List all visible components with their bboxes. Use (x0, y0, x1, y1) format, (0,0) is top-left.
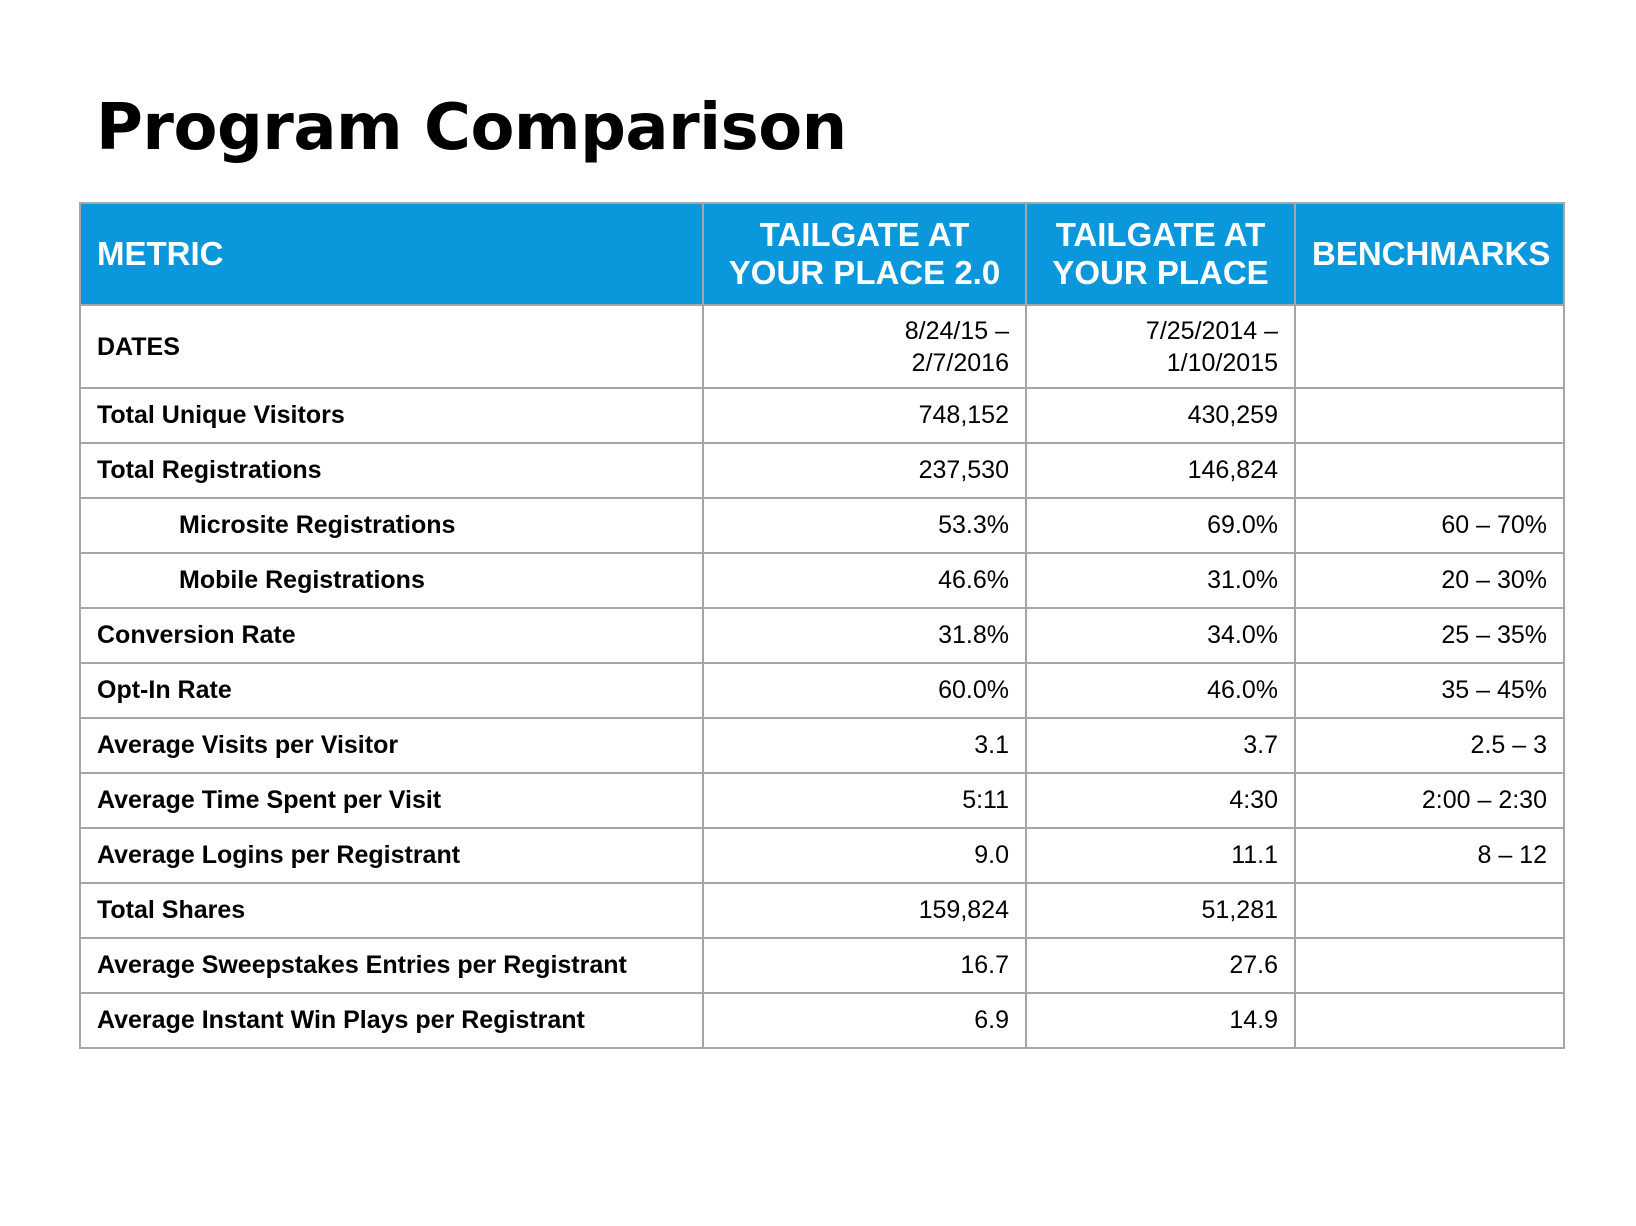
tailgate-2-cell: 8/24/15 – 2/7/2016 (702, 304, 1027, 389)
metric-cell: Microsite Registrations (79, 497, 704, 554)
column-header-metric: METRIC (79, 202, 704, 306)
benchmark-cell: 60 – 70% (1294, 497, 1565, 554)
metric-cell: Average Visits per Visitor (79, 717, 704, 774)
metric-cell: DATES (79, 304, 704, 389)
benchmark-cell: 20 – 30% (1294, 552, 1565, 609)
benchmark-cell: 2:00 – 2:30 (1294, 772, 1565, 829)
program-comparison-table: METRIC TAILGATE AT YOUR PLACE 2.0 TAILGA… (79, 202, 1565, 1049)
benchmark-cell: 8 – 12 (1294, 827, 1565, 884)
program-comparison-table-container: METRIC TAILGATE AT YOUR PLACE 2.0 TAILGA… (79, 202, 1565, 1049)
column-header-benchmarks: BENCHMARKS (1294, 202, 1565, 306)
tailgate-2-cell: 748,152 (702, 387, 1027, 444)
table-row: Average Logins per Registrant 9.0 11.1 8… (79, 827, 1565, 884)
metric-cell: Average Instant Win Plays per Registrant (79, 992, 704, 1049)
tailgate-cell: 46.0% (1025, 662, 1296, 719)
table-row-dates: DATES 8/24/15 – 2/7/2016 7/25/2014 – 1/1… (79, 304, 1565, 389)
table-row: Average Instant Win Plays per Registrant… (79, 992, 1565, 1049)
tailgate-cell: 34.0% (1025, 607, 1296, 664)
tailgate-cell: 430,259 (1025, 387, 1296, 444)
benchmark-cell (1294, 882, 1565, 939)
tailgate-2-cell: 5:11 (702, 772, 1027, 829)
table-row: Total Unique Visitors 748,152 430,259 (79, 387, 1565, 444)
benchmark-cell: 35 – 45% (1294, 662, 1565, 719)
benchmark-cell (1294, 992, 1565, 1049)
tailgate-cell: 31.0% (1025, 552, 1296, 609)
tailgate-cell: 11.1 (1025, 827, 1296, 884)
tailgate-2-cell: 16.7 (702, 937, 1027, 994)
table-row: Opt-In Rate 60.0% 46.0% 35 – 45% (79, 662, 1565, 719)
tailgate-2-cell: 46.6% (702, 552, 1027, 609)
tailgate-2-cell: 237,530 (702, 442, 1027, 499)
tailgate-cell: 27.6 (1025, 937, 1296, 994)
benchmark-cell: 2.5 – 3 (1294, 717, 1565, 774)
tailgate-cell: 14.9 (1025, 992, 1296, 1049)
tailgate-cell: 4:30 (1025, 772, 1296, 829)
table-row: Total Registrations 237,530 146,824 (79, 442, 1565, 499)
column-header-tailgate: TAILGATE AT YOUR PLACE (1025, 202, 1296, 306)
table-row: Total Shares 159,824 51,281 (79, 882, 1565, 939)
metric-cell: Mobile Registrations (79, 552, 704, 609)
table-row: Mobile Registrations 46.6% 31.0% 20 – 30… (79, 552, 1565, 609)
metric-cell: Average Logins per Registrant (79, 827, 704, 884)
metric-cell: Conversion Rate (79, 607, 704, 664)
tailgate-cell: 146,824 (1025, 442, 1296, 499)
table-row: Microsite Registrations 53.3% 69.0% 60 –… (79, 497, 1565, 554)
tailgate-2-cell: 159,824 (702, 882, 1027, 939)
metric-cell: Average Time Spent per Visit (79, 772, 704, 829)
metric-cell: Average Sweepstakes Entries per Registra… (79, 937, 704, 994)
tailgate-2-cell: 53.3% (702, 497, 1027, 554)
tailgate-2-cell: 3.1 (702, 717, 1027, 774)
tailgate-2-cell: 60.0% (702, 662, 1027, 719)
tailgate-2-cell: 6.9 (702, 992, 1027, 1049)
table-row: Conversion Rate 31.8% 34.0% 25 – 35% (79, 607, 1565, 664)
benchmark-cell (1294, 387, 1565, 444)
metric-cell: Total Shares (79, 882, 704, 939)
tailgate-2-cell: 9.0 (702, 827, 1027, 884)
table-row: Average Visits per Visitor 3.1 3.7 2.5 –… (79, 717, 1565, 774)
tailgate-cell: 3.7 (1025, 717, 1296, 774)
tailgate-cell: 51,281 (1025, 882, 1296, 939)
metric-cell: Opt-In Rate (79, 662, 704, 719)
metric-cell: Total Unique Visitors (79, 387, 704, 444)
tailgate-cell: 7/25/2014 – 1/10/2015 (1025, 304, 1296, 389)
benchmark-cell (1294, 304, 1565, 389)
benchmark-cell (1294, 442, 1565, 499)
column-header-tailgate-2: TAILGATE AT YOUR PLACE 2.0 (702, 202, 1027, 306)
tailgate-cell: 69.0% (1025, 497, 1296, 554)
table-row: Average Sweepstakes Entries per Registra… (79, 937, 1565, 994)
benchmark-cell: 25 – 35% (1294, 607, 1565, 664)
table-row: Average Time Spent per Visit 5:11 4:30 2… (79, 772, 1565, 829)
table-header-row: METRIC TAILGATE AT YOUR PLACE 2.0 TAILGA… (79, 202, 1565, 306)
tailgate-2-cell: 31.8% (702, 607, 1027, 664)
page-title: Program Comparison (96, 91, 847, 165)
metric-cell: Total Registrations (79, 442, 704, 499)
benchmark-cell (1294, 937, 1565, 994)
